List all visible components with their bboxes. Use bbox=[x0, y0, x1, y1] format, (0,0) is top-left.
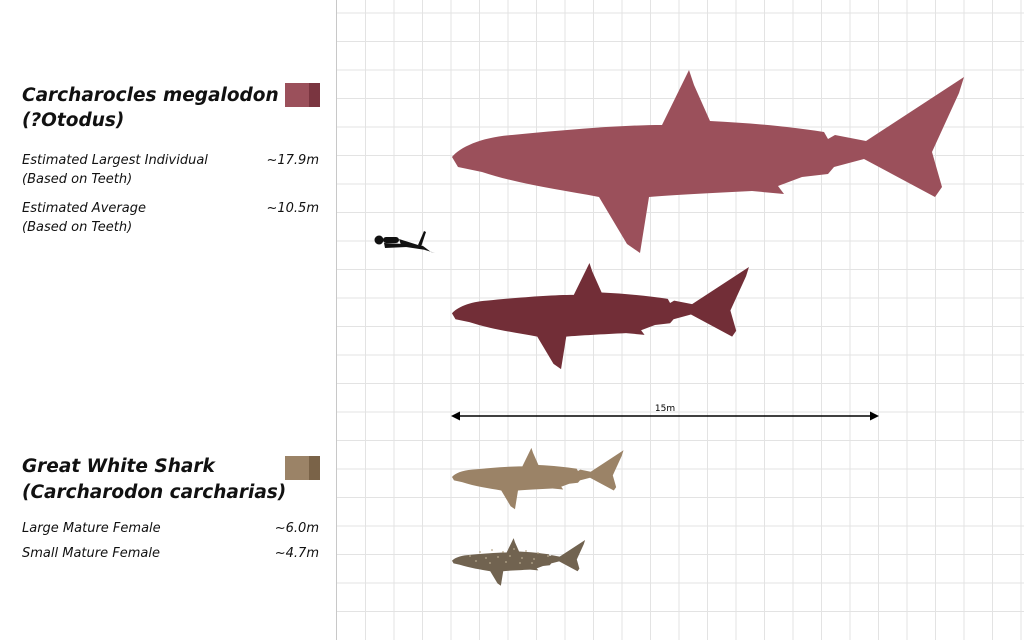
legend-divider bbox=[336, 0, 337, 640]
scale-bar: 15m bbox=[451, 404, 879, 421]
megalodon-row1-sublabel: (Based on Teeth) bbox=[22, 172, 133, 187]
great-white-row1-label: Large Mature Female bbox=[22, 521, 161, 536]
megalodon-swatch-dark bbox=[309, 83, 320, 107]
megalodon-row2-sublabel: (Based on Teeth) bbox=[22, 220, 133, 235]
megalodon-average-silhouette bbox=[452, 262, 749, 370]
great-white-large-silhouette bbox=[452, 447, 624, 510]
legend-panel: Carcharocles megalodon (?Otodus) Estimat… bbox=[0, 0, 336, 640]
scale-bar-right-arrow bbox=[870, 411, 879, 421]
great-white-row2-value: ~4.7m bbox=[274, 546, 319, 561]
megalodon-subtitle: (?Otodus) bbox=[22, 110, 125, 131]
great-white-row2-label: Small Mature Female bbox=[22, 546, 160, 561]
scale-bar-left-arrow bbox=[451, 411, 460, 421]
megalodon-swatch-main bbox=[285, 83, 309, 107]
great-white-small-spots bbox=[469, 548, 549, 564]
scale-bar-label: 15m bbox=[655, 404, 675, 414]
great-white-small-silhouette bbox=[452, 538, 586, 586]
megalodon-largest-silhouette bbox=[452, 70, 964, 253]
megalodon-row2-value: ~10.5m bbox=[266, 201, 319, 216]
megalodon-row1-label: Estimated Largest Individual bbox=[22, 153, 208, 168]
great-white-row1-value: ~6.0m bbox=[274, 521, 319, 536]
great-white-subtitle: (Carcharodon carcharias) bbox=[22, 482, 287, 503]
megalodon-row1-value: ~17.9m bbox=[266, 153, 319, 168]
megalodon-row2-label: Estimated Average bbox=[22, 201, 146, 216]
megalodon-color-swatch bbox=[285, 83, 320, 107]
great-white-swatch-main bbox=[285, 456, 309, 480]
human-diver-icon bbox=[374, 231, 435, 253]
great-white-color-swatch bbox=[285, 456, 320, 480]
great-white-swatch-dark bbox=[309, 456, 320, 480]
megalodon-title: Carcharocles megalodon bbox=[22, 85, 279, 106]
great-white-title: Great White Shark bbox=[22, 456, 215, 477]
